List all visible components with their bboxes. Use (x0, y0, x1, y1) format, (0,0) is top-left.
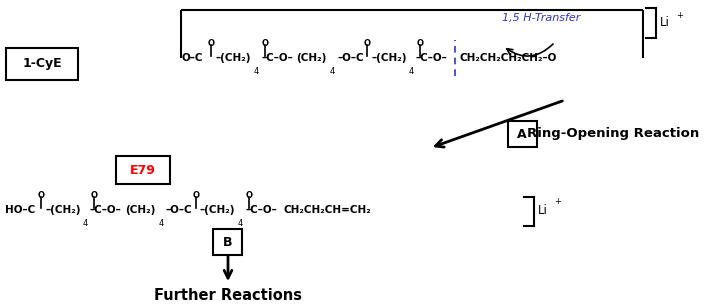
Text: O–C: O–C (181, 53, 203, 63)
Text: 4: 4 (330, 67, 335, 77)
Text: CH₂CH₂CH=CH₂: CH₂CH₂CH=CH₂ (283, 205, 371, 215)
Text: CH₂CH₂CH₂CH₂–O: CH₂CH₂CH₂CH₂–O (460, 53, 557, 63)
Text: –C–O–: –C–O– (261, 53, 293, 63)
FancyBboxPatch shape (6, 48, 78, 80)
Text: O: O (262, 40, 269, 49)
Text: 1-CyE: 1-CyE (22, 57, 62, 71)
Text: (CH₂): (CH₂) (125, 205, 155, 215)
FancyBboxPatch shape (213, 229, 242, 255)
Text: –C–O–: –C–O– (245, 205, 277, 215)
Text: 4: 4 (158, 219, 164, 229)
Text: E79: E79 (130, 164, 156, 177)
Text: O: O (208, 40, 215, 49)
Text: –O–C: –O–C (166, 205, 193, 215)
Text: 4: 4 (82, 219, 88, 229)
Text: –C–O–: –C–O– (90, 205, 122, 215)
Text: O: O (245, 192, 252, 201)
FancyBboxPatch shape (508, 121, 537, 147)
Text: 4: 4 (253, 67, 259, 77)
Text: 4: 4 (238, 219, 242, 229)
Text: +: + (676, 11, 683, 19)
Text: O: O (364, 40, 371, 49)
FancyBboxPatch shape (116, 156, 170, 184)
Text: –O–C: –O–C (337, 53, 364, 63)
Text: B: B (223, 236, 233, 248)
Text: O: O (416, 40, 423, 49)
Text: A: A (517, 127, 527, 140)
Text: Li: Li (538, 205, 548, 217)
Text: +: + (554, 198, 561, 206)
Text: O: O (38, 192, 45, 201)
Text: Further Reactions: Further Reactions (154, 288, 302, 303)
Text: O: O (91, 192, 98, 201)
Text: O: O (193, 192, 199, 201)
Text: HO–C: HO–C (5, 205, 35, 215)
Text: –(CH₂): –(CH₂) (216, 53, 252, 63)
Text: –(CH₂): –(CH₂) (371, 53, 406, 63)
Text: Li: Li (660, 16, 670, 29)
Text: 4: 4 (408, 67, 413, 77)
Text: Ring-Opening Reaction: Ring-Opening Reaction (527, 127, 699, 140)
Text: –(CH₂): –(CH₂) (46, 205, 82, 215)
Text: –(CH₂): –(CH₂) (200, 205, 235, 215)
Text: (CH₂): (CH₂) (296, 53, 326, 63)
Text: 1,5 H-Transfer: 1,5 H-Transfer (502, 13, 580, 23)
Text: –C–O–: –C–O– (416, 53, 448, 63)
